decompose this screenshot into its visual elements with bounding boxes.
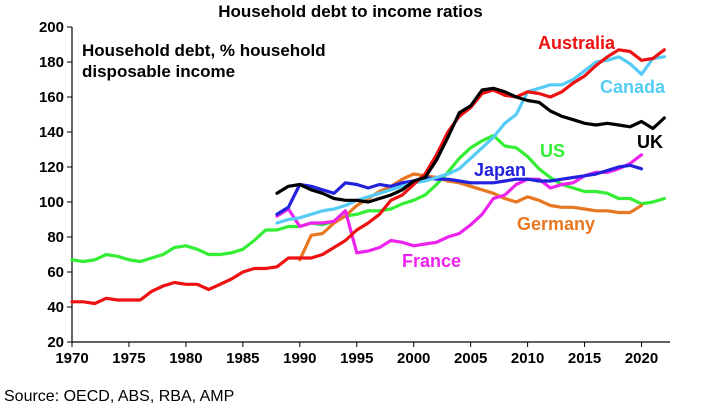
x-axis: 1970 1975 1980 1985 1990 1995 2000 2005 2010 2015… [55, 342, 658, 367]
series-label-us: US [540, 141, 565, 161]
series-line-france [275, 153, 644, 255]
y-tick-label: 160 [39, 89, 64, 106]
x-tick-label: 2000 [397, 350, 430, 367]
x-tick-label: 2015 [568, 350, 601, 367]
x-tick-label: 1985 [226, 350, 259, 367]
series-line-japan [275, 163, 644, 216]
source-note: Source: OECD, ABS, RBA, AMP [4, 388, 235, 405]
series-line-germany [298, 172, 644, 262]
x-tick-label: 1995 [340, 350, 373, 367]
series-line-uk [275, 86, 666, 204]
y-tick-label: 180 [39, 54, 64, 71]
y-tick-label: 140 [39, 124, 64, 141]
series-lines [70, 48, 666, 306]
y-tick-label: 80 [47, 229, 64, 246]
x-tick-label: 1990 [283, 350, 316, 367]
chart-title: Household debt to income ratios [218, 2, 483, 21]
y-tick-label: 40 [47, 299, 64, 316]
plot-frame [71, 27, 670, 343]
x-tick-label: 1970 [55, 350, 88, 367]
x-tick-label: 2005 [454, 350, 487, 367]
y-tick-label: 60 [47, 264, 64, 281]
series-label-france: France [402, 251, 461, 271]
series-label-uk: UK [637, 132, 663, 152]
series-label-japan: Japan [474, 160, 526, 180]
x-tick-label: 2020 [625, 350, 658, 367]
series-label-australia: Australia [538, 33, 616, 53]
y-tick-label: 20 [47, 334, 64, 351]
y-axis: 20 40 60 80 100 120 140 160 180 200 [39, 19, 72, 351]
series-line-us [70, 133, 666, 264]
series-label-germany: Germany [517, 214, 595, 234]
y-tick-label: 120 [39, 159, 64, 176]
chart-subtitle-line-2: disposable income [82, 62, 235, 81]
x-tick-label: 2010 [511, 350, 544, 367]
x-tick-label: 1975 [112, 350, 145, 367]
x-tick-label: 1980 [169, 350, 202, 367]
y-tick-label: 200 [39, 19, 64, 36]
series-line-australia [70, 48, 666, 306]
series-label-canada: Canada [600, 77, 666, 97]
y-tick-label: 100 [39, 194, 64, 211]
chart-subtitle-line-1: Household debt, % household [82, 41, 326, 60]
